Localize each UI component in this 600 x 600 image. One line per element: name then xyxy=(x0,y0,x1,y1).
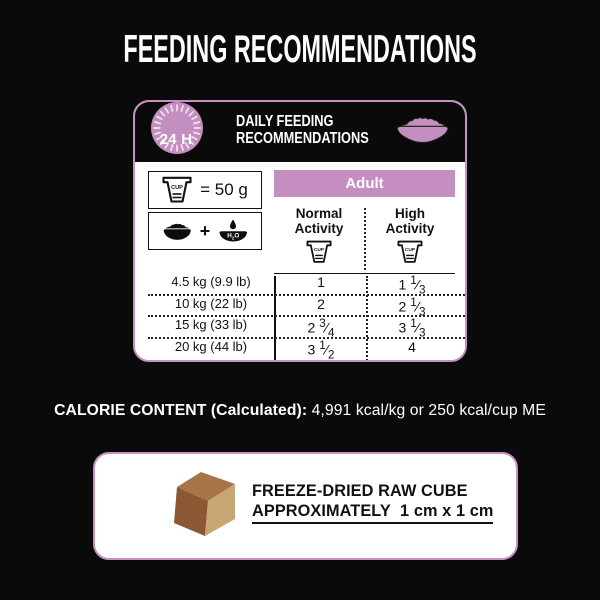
svg-text:CUP: CUP xyxy=(171,185,183,191)
svg-text:CUP: CUP xyxy=(314,247,325,253)
svg-text:CUP: CUP xyxy=(405,247,416,253)
